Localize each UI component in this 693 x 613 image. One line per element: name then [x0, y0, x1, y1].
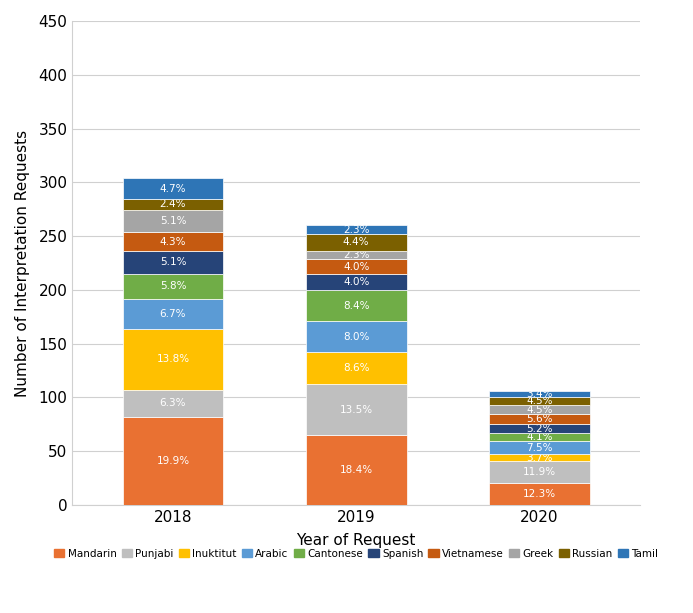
Text: 4.5%: 4.5%	[526, 397, 552, 406]
Text: 3.4%: 3.4%	[526, 389, 552, 399]
Bar	[306, 275, 407, 289]
Bar	[489, 482, 590, 505]
Text: 12.3%: 12.3%	[523, 489, 556, 499]
Text: 4.0%: 4.0%	[343, 277, 369, 287]
Text: 4.4%: 4.4%	[343, 237, 369, 247]
Bar	[489, 391, 590, 397]
Bar	[123, 329, 223, 389]
Bar	[123, 210, 223, 232]
Bar	[306, 234, 407, 251]
Text: 2.4%: 2.4%	[159, 199, 186, 209]
Text: 8.6%: 8.6%	[343, 363, 369, 373]
Bar	[306, 225, 407, 234]
Text: 13.5%: 13.5%	[340, 405, 373, 415]
Legend: Mandarin, Punjabi, Inuktitut, Arabic, Cantonese, Spanish, Vietnamese, Greek, Rus: Mandarin, Punjabi, Inuktitut, Arabic, Ca…	[50, 544, 663, 563]
X-axis label: Year of Request: Year of Request	[297, 533, 416, 548]
Bar	[123, 178, 223, 199]
Bar	[306, 289, 407, 321]
Text: 8.4%: 8.4%	[343, 300, 369, 311]
Text: 4.1%: 4.1%	[526, 432, 552, 442]
Text: 5.8%: 5.8%	[159, 281, 186, 291]
Text: 5.1%: 5.1%	[159, 216, 186, 226]
Bar	[123, 232, 223, 251]
Text: 3.7%: 3.7%	[526, 453, 552, 463]
Bar	[306, 259, 407, 275]
Bar	[306, 435, 407, 505]
Text: 11.9%: 11.9%	[523, 467, 556, 477]
Text: 7.5%: 7.5%	[526, 443, 552, 452]
Bar	[123, 199, 223, 210]
Text: 2.3%: 2.3%	[343, 224, 369, 235]
Text: 8.0%: 8.0%	[343, 332, 369, 341]
Y-axis label: Number of Interpretation Requests: Number of Interpretation Requests	[15, 129, 30, 397]
Bar	[489, 441, 590, 454]
Bar	[489, 424, 590, 433]
Bar	[306, 352, 407, 384]
Text: 4.0%: 4.0%	[343, 262, 369, 272]
Bar	[123, 251, 223, 273]
Bar	[489, 397, 590, 405]
Bar	[123, 273, 223, 299]
Text: 2.3%: 2.3%	[343, 250, 369, 260]
Text: 4.5%: 4.5%	[526, 405, 552, 414]
Bar	[123, 417, 223, 505]
Bar	[489, 414, 590, 424]
Bar	[306, 384, 407, 435]
Text: 5.1%: 5.1%	[159, 257, 186, 267]
Text: 4.3%: 4.3%	[159, 237, 186, 246]
Text: 19.9%: 19.9%	[157, 456, 189, 466]
Text: 6.3%: 6.3%	[159, 398, 186, 408]
Text: 5.6%: 5.6%	[526, 414, 552, 424]
Bar	[489, 461, 590, 482]
Bar	[489, 433, 590, 441]
Bar	[123, 299, 223, 329]
Text: 6.7%: 6.7%	[159, 309, 186, 319]
Text: 5.2%: 5.2%	[526, 424, 552, 433]
Bar	[489, 454, 590, 461]
Text: 18.4%: 18.4%	[340, 465, 373, 475]
Bar	[306, 251, 407, 259]
Text: 13.8%: 13.8%	[157, 354, 189, 364]
Bar	[489, 405, 590, 414]
Bar	[123, 389, 223, 417]
Text: 4.7%: 4.7%	[159, 184, 186, 194]
Bar	[306, 321, 407, 352]
